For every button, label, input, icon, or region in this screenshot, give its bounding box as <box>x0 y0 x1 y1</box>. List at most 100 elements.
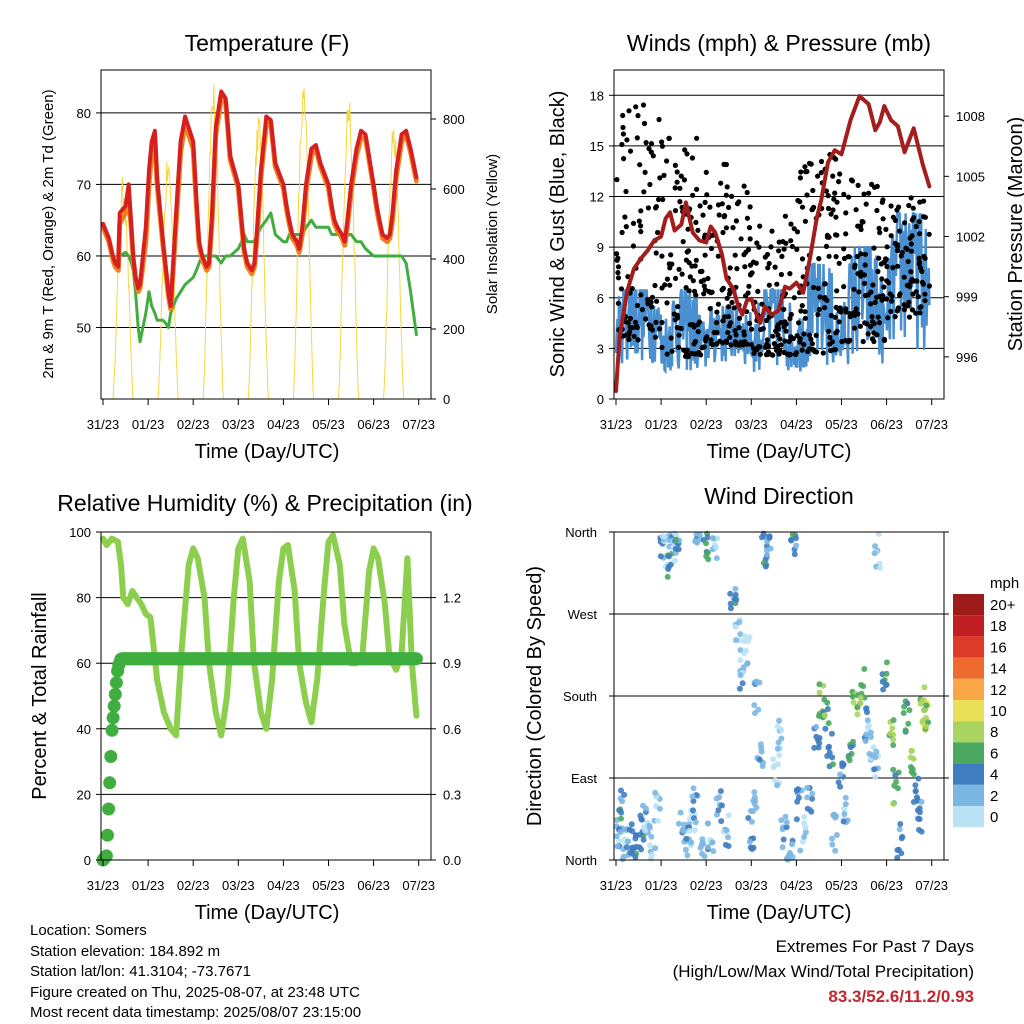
gust-point <box>718 180 724 186</box>
direction-point <box>655 817 661 824</box>
direction-point <box>722 841 729 848</box>
sonic-wind-series <box>614 212 931 375</box>
gust-point <box>822 296 828 302</box>
wind-direction-ylabel: Direction (Colored By Speed) <box>524 566 546 826</box>
gust-point <box>649 304 655 310</box>
direction-point <box>824 753 831 759</box>
gust-point <box>657 175 663 181</box>
direction-point <box>789 531 796 538</box>
gust-point <box>853 207 859 213</box>
gust-point <box>637 162 643 168</box>
gust-point <box>723 192 729 198</box>
gust-point <box>732 252 738 258</box>
gust-point <box>772 264 778 270</box>
direction-point <box>762 563 769 570</box>
gust-point <box>694 186 700 192</box>
direction-point <box>780 836 787 843</box>
direction-point <box>705 844 711 850</box>
direction-point <box>614 843 621 850</box>
gust-point <box>751 350 757 356</box>
gust-point <box>685 226 691 232</box>
direction-point <box>725 812 732 819</box>
gust-point <box>857 223 864 229</box>
gust-point <box>704 192 710 198</box>
gust-point <box>700 212 706 218</box>
gust-point <box>834 199 840 205</box>
gust-point <box>647 181 653 188</box>
winds-ylabel: Sonic Wind & Gust (Blue, Black) <box>547 91 569 378</box>
gust-point <box>656 116 662 123</box>
direction-point <box>690 807 696 814</box>
direction-point <box>699 836 706 843</box>
gust-point <box>726 323 732 329</box>
direction-point <box>833 832 840 838</box>
y-tick-label: 50 <box>77 320 91 335</box>
gust-point <box>672 162 679 168</box>
direction-point <box>677 809 684 816</box>
direction-point <box>867 734 874 740</box>
gust-point <box>627 148 634 154</box>
gust-point <box>824 234 831 240</box>
gust-point <box>846 194 852 200</box>
direction-point <box>748 818 755 825</box>
direction-point <box>704 549 711 556</box>
gust-point <box>648 149 654 155</box>
gust-point <box>634 302 641 309</box>
direction-point <box>918 828 925 835</box>
temperature-xlabel: Time (Day/UTC) <box>195 441 340 463</box>
gust-point <box>786 338 792 345</box>
gust-point <box>875 314 881 320</box>
gust-point <box>833 254 839 260</box>
gust-point <box>861 191 867 197</box>
temp-2m-series <box>101 89 419 308</box>
y2-tick-label: 1.2 <box>443 591 461 606</box>
direction-point <box>715 807 722 814</box>
gust-point <box>660 196 666 203</box>
direction-point <box>830 812 837 819</box>
direction-point <box>906 707 913 714</box>
gust-point <box>714 309 720 315</box>
gust-point <box>722 314 728 320</box>
gust-point <box>883 296 890 302</box>
direction-point <box>828 730 835 737</box>
gust-point <box>884 278 890 284</box>
gust-point <box>725 304 732 310</box>
direction-point <box>876 565 883 571</box>
gust-point <box>834 232 840 238</box>
gust-point <box>674 325 680 331</box>
direction-point <box>864 724 871 731</box>
gust-point <box>921 214 927 220</box>
gust-point <box>636 218 642 224</box>
legend-label: 6 <box>990 745 998 762</box>
direction-point <box>860 683 867 690</box>
pressure-line <box>614 94 932 393</box>
gust-point <box>789 243 796 250</box>
gust-point <box>830 173 836 179</box>
gust-point <box>846 254 852 260</box>
legend-swatch <box>953 594 984 616</box>
direction-point <box>918 798 925 805</box>
direction-point <box>732 623 739 630</box>
gust-point <box>615 275 622 281</box>
precip-point <box>409 652 423 666</box>
dewpoint-line <box>101 211 418 344</box>
gust-point <box>755 288 761 294</box>
gust-point <box>638 292 644 298</box>
gust-point <box>876 255 882 261</box>
winds-axis-ticks: 0 3 6 9 12 15 18 996 999 1002 1005 1008 31/23 01/23 02… <box>590 88 985 432</box>
direction-point <box>842 794 849 801</box>
legend-title: mph <box>990 575 1019 592</box>
gust-point <box>828 211 834 217</box>
gust-point <box>775 322 781 328</box>
gust-point <box>681 177 688 183</box>
gust-point <box>829 339 836 345</box>
direction-point <box>850 699 857 706</box>
direction-point <box>923 723 929 730</box>
x-tick-label: 06/23 <box>870 878 903 893</box>
direction-point <box>766 534 773 541</box>
direction-point <box>671 557 678 564</box>
gust-point <box>843 210 849 216</box>
gust-point <box>921 253 927 259</box>
y-tick-label: 9 <box>597 240 604 255</box>
